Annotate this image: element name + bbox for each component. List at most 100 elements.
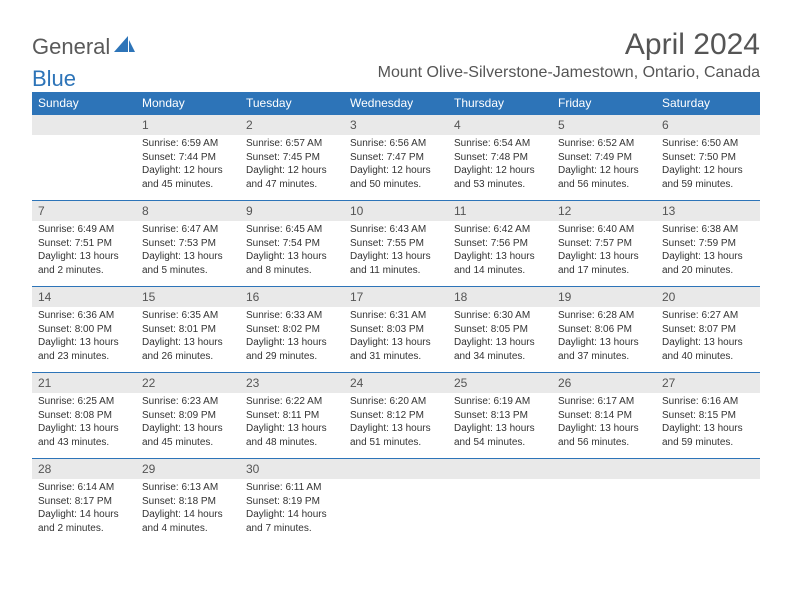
cell-body: Sunrise: 6:33 AMSunset: 8:02 PMDaylight:… — [240, 307, 344, 367]
sunset-text: Sunset: 7:49 PM — [558, 151, 650, 165]
calendar-cell: 24Sunrise: 6:20 AMSunset: 8:12 PMDayligh… — [344, 372, 448, 458]
sunrise-text: Sunrise: 6:54 AM — [454, 137, 546, 151]
day-number: 9 — [240, 200, 344, 221]
calendar-cell: 19Sunrise: 6:28 AMSunset: 8:06 PMDayligh… — [552, 286, 656, 372]
day-header: Saturday — [656, 92, 760, 114]
calendar-cell — [344, 458, 448, 544]
sunrise-text: Sunrise: 6:20 AM — [350, 395, 442, 409]
sunrise-text: Sunrise: 6:22 AM — [246, 395, 338, 409]
calendar-header: Sunday Monday Tuesday Wednesday Thursday… — [32, 92, 760, 114]
calendar-cell — [552, 458, 656, 544]
sunset-text: Sunset: 7:56 PM — [454, 237, 546, 251]
daylight-text: Daylight: 13 hours and 34 minutes. — [454, 336, 546, 363]
sunset-text: Sunset: 8:07 PM — [662, 323, 754, 337]
calendar-cell: 4Sunrise: 6:54 AMSunset: 7:48 PMDaylight… — [448, 114, 552, 200]
sunrise-text: Sunrise: 6:40 AM — [558, 223, 650, 237]
daylight-text: Daylight: 13 hours and 43 minutes. — [38, 422, 130, 449]
sunset-text: Sunset: 7:47 PM — [350, 151, 442, 165]
calendar-cell — [32, 114, 136, 200]
daylight-text: Daylight: 12 hours and 53 minutes. — [454, 164, 546, 191]
cell-body: Sunrise: 6:13 AMSunset: 8:18 PMDaylight:… — [136, 479, 240, 539]
daylight-text: Daylight: 13 hours and 48 minutes. — [246, 422, 338, 449]
sunrise-text: Sunrise: 6:17 AM — [558, 395, 650, 409]
sunset-text: Sunset: 8:05 PM — [454, 323, 546, 337]
calendar-cell: 12Sunrise: 6:40 AMSunset: 7:57 PMDayligh… — [552, 200, 656, 286]
day-number: 20 — [656, 286, 760, 307]
sunset-text: Sunset: 7:55 PM — [350, 237, 442, 251]
header-row: General April 2024 — [32, 28, 760, 62]
daylight-text: Daylight: 13 hours and 20 minutes. — [662, 250, 754, 277]
calendar-page: General April 2024 Blue Mount Olive-Silv… — [0, 0, 792, 544]
sunrise-text: Sunrise: 6:31 AM — [350, 309, 442, 323]
daylight-text: Daylight: 13 hours and 17 minutes. — [558, 250, 650, 277]
sunrise-text: Sunrise: 6:19 AM — [454, 395, 546, 409]
sunrise-text: Sunrise: 6:33 AM — [246, 309, 338, 323]
day-number: 22 — [136, 372, 240, 393]
calendar-cell: 14Sunrise: 6:36 AMSunset: 8:00 PMDayligh… — [32, 286, 136, 372]
logo-sail-icon — [114, 34, 136, 60]
day-number: 5 — [552, 114, 656, 135]
day-number: 7 — [32, 200, 136, 221]
day-number: 19 — [552, 286, 656, 307]
sunrise-text: Sunrise: 6:45 AM — [246, 223, 338, 237]
day-number: 21 — [32, 372, 136, 393]
daylight-text: Daylight: 13 hours and 51 minutes. — [350, 422, 442, 449]
daylight-text: Daylight: 13 hours and 14 minutes. — [454, 250, 546, 277]
calendar-row: 21Sunrise: 6:25 AMSunset: 8:08 PMDayligh… — [32, 372, 760, 458]
daylight-text: Daylight: 13 hours and 40 minutes. — [662, 336, 754, 363]
daylight-text: Daylight: 13 hours and 23 minutes. — [38, 336, 130, 363]
daylight-text: Daylight: 12 hours and 56 minutes. — [558, 164, 650, 191]
day-header: Sunday — [32, 92, 136, 114]
sunrise-text: Sunrise: 6:36 AM — [38, 309, 130, 323]
sunset-text: Sunset: 8:01 PM — [142, 323, 234, 337]
daylight-text: Daylight: 12 hours and 45 minutes. — [142, 164, 234, 191]
day-number: 30 — [240, 458, 344, 479]
calendar-cell: 18Sunrise: 6:30 AMSunset: 8:05 PMDayligh… — [448, 286, 552, 372]
day-header: Wednesday — [344, 92, 448, 114]
day-number-empty — [552, 458, 656, 479]
sunset-text: Sunset: 8:15 PM — [662, 409, 754, 423]
sunset-text: Sunset: 7:50 PM — [662, 151, 754, 165]
sunset-text: Sunset: 7:57 PM — [558, 237, 650, 251]
cell-body: Sunrise: 6:17 AMSunset: 8:14 PMDaylight:… — [552, 393, 656, 453]
daylight-text: Daylight: 13 hours and 37 minutes. — [558, 336, 650, 363]
logo-text-2: Blue — [32, 66, 76, 92]
daylight-text: Daylight: 12 hours and 50 minutes. — [350, 164, 442, 191]
daylight-text: Daylight: 13 hours and 45 minutes. — [142, 422, 234, 449]
calendar-cell: 1Sunrise: 6:59 AMSunset: 7:44 PMDaylight… — [136, 114, 240, 200]
sunrise-text: Sunrise: 6:52 AM — [558, 137, 650, 151]
calendar-row: 14Sunrise: 6:36 AMSunset: 8:00 PMDayligh… — [32, 286, 760, 372]
cell-body: Sunrise: 6:19 AMSunset: 8:13 PMDaylight:… — [448, 393, 552, 453]
sunrise-text: Sunrise: 6:56 AM — [350, 137, 442, 151]
daylight-text: Daylight: 13 hours and 11 minutes. — [350, 250, 442, 277]
daylight-text: Daylight: 14 hours and 2 minutes. — [38, 508, 130, 535]
day-number-empty — [32, 114, 136, 135]
day-number: 15 — [136, 286, 240, 307]
logo: General — [32, 28, 136, 60]
sunrise-text: Sunrise: 6:14 AM — [38, 481, 130, 495]
daylight-text: Daylight: 13 hours and 26 minutes. — [142, 336, 234, 363]
sunrise-text: Sunrise: 6:47 AM — [142, 223, 234, 237]
calendar-cell: 21Sunrise: 6:25 AMSunset: 8:08 PMDayligh… — [32, 372, 136, 458]
calendar-cell: 9Sunrise: 6:45 AMSunset: 7:54 PMDaylight… — [240, 200, 344, 286]
calendar-cell: 3Sunrise: 6:56 AMSunset: 7:47 PMDaylight… — [344, 114, 448, 200]
sunrise-text: Sunrise: 6:28 AM — [558, 309, 650, 323]
day-number: 27 — [656, 372, 760, 393]
calendar-cell — [656, 458, 760, 544]
sunrise-text: Sunrise: 6:59 AM — [142, 137, 234, 151]
location-text: Mount Olive-Silverstone-Jamestown, Ontar… — [378, 64, 760, 82]
sunset-text: Sunset: 8:03 PM — [350, 323, 442, 337]
cell-body: Sunrise: 6:11 AMSunset: 8:19 PMDaylight:… — [240, 479, 344, 539]
cell-body: Sunrise: 6:47 AMSunset: 7:53 PMDaylight:… — [136, 221, 240, 281]
cell-body: Sunrise: 6:16 AMSunset: 8:15 PMDaylight:… — [656, 393, 760, 453]
daylight-text: Daylight: 12 hours and 59 minutes. — [662, 164, 754, 191]
sunrise-text: Sunrise: 6:35 AM — [142, 309, 234, 323]
cell-body: Sunrise: 6:42 AMSunset: 7:56 PMDaylight:… — [448, 221, 552, 281]
day-number: 16 — [240, 286, 344, 307]
cell-body: Sunrise: 6:14 AMSunset: 8:17 PMDaylight:… — [32, 479, 136, 539]
cell-body: Sunrise: 6:30 AMSunset: 8:05 PMDaylight:… — [448, 307, 552, 367]
calendar-cell: 25Sunrise: 6:19 AMSunset: 8:13 PMDayligh… — [448, 372, 552, 458]
cell-body: Sunrise: 6:57 AMSunset: 7:45 PMDaylight:… — [240, 135, 344, 195]
calendar-cell: 2Sunrise: 6:57 AMSunset: 7:45 PMDaylight… — [240, 114, 344, 200]
logo-line2: Blue — [32, 66, 76, 92]
